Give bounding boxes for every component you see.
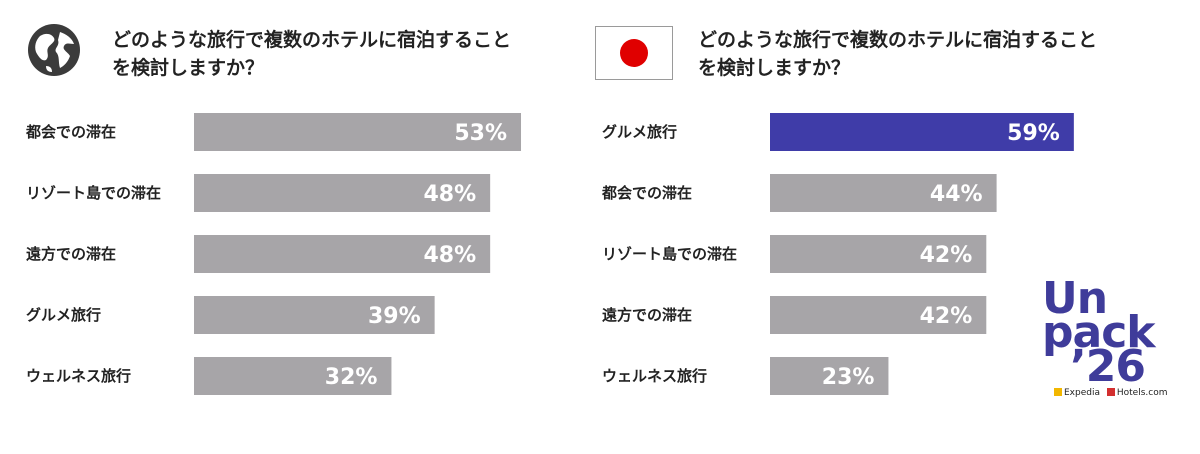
bar — [770, 113, 1074, 151]
value-label: 59% — [1007, 121, 1060, 146]
bar — [770, 235, 987, 273]
title-line-2: を検討しますか？ — [698, 57, 851, 79]
bar-row: ウェルネス旅行 32% — [26, 357, 392, 395]
title-line-1: どのような旅行で複数のホテルに宿泊すること — [112, 29, 512, 51]
value-label: 42% — [920, 243, 973, 268]
bar-row: リゾート島での滞在 48% — [26, 174, 491, 212]
bar-row: 都会での滞在 53% — [25, 113, 522, 151]
category-label: リゾート島での滞在 — [26, 184, 161, 202]
chart-panel-japan: どのような旅行で複数のホテルに宿泊すること を検討しますか？ グルメ旅行 59% 都… — [590, 0, 1200, 454]
bar — [194, 113, 522, 151]
chart-title: どのような旅行で複数のホテルに宿泊すること を検討しますか？ — [112, 26, 532, 82]
value-label: 53% — [454, 121, 507, 146]
category-label: グルメ旅行 — [26, 306, 101, 324]
bar-row: リゾート島での滞在 42% — [602, 235, 987, 273]
bar-row: グルメ旅行 39% — [26, 296, 435, 334]
bar — [194, 296, 435, 334]
value-label: 42% — [920, 304, 973, 329]
bar — [194, 235, 491, 273]
value-label: 23% — [822, 365, 875, 390]
category-label: ウェルネス旅行 — [602, 367, 707, 385]
bar-row: 都会での滞在 44% — [601, 174, 997, 212]
brand-expedia: Expedia — [1064, 388, 1100, 398]
bar-row: 遠方での滞在 42% — [602, 296, 987, 334]
bar-row: 遠方での滞在 48% — [26, 235, 491, 273]
category-label: グルメ旅行 — [602, 123, 677, 141]
logo-line-3: ’26 — [1070, 341, 1146, 392]
category-label: リゾート島での滞在 — [602, 245, 737, 263]
logo-line-1: Un — [1042, 273, 1108, 324]
title-line-2: を検討しますか？ — [112, 57, 265, 79]
bar — [194, 357, 392, 395]
bar-chart-japan: グルメ旅行 59% 都会での滞在 44% リゾート島での滞在 42% 遠方での滞在 42% ウェ… — [601, 113, 1074, 395]
category-label: ウェルネス旅行 — [26, 367, 131, 385]
value-label: 48% — [423, 182, 476, 207]
hotels-icon — [1106, 388, 1115, 396]
title-line-1: どのような旅行で複数のホテルに宿泊すること — [698, 29, 1098, 51]
value-label: 32% — [325, 365, 378, 390]
bar — [770, 357, 889, 395]
bar-row: グルメ旅行 59% — [602, 113, 1074, 151]
bar — [194, 174, 491, 212]
bar — [770, 174, 997, 212]
bar-row: ウェルネス旅行 23% — [602, 357, 889, 395]
globe-icon — [28, 24, 80, 76]
chart-title: どのような旅行で複数のホテルに宿泊すること を検討しますか？ — [698, 26, 1118, 82]
logo-line-2: pack — [1042, 307, 1156, 358]
bar — [770, 296, 987, 334]
category-label: 都会での滞在 — [601, 184, 692, 202]
category-label: 都会での滞在 — [25, 123, 116, 141]
brand-hotels: Hotels.com — [1116, 388, 1168, 398]
category-label: 遠方での滞在 — [602, 306, 692, 324]
japan-flag-icon — [595, 26, 673, 80]
unpack-26-logo: Un pack ’26 Expedia Hotels.com — [1042, 273, 1168, 400]
category-label: 遠方での滞在 — [26, 245, 116, 263]
value-label: 48% — [423, 243, 476, 268]
logo-brands: Expedia Hotels.com — [1054, 388, 1168, 398]
value-label: 39% — [368, 304, 421, 329]
bar-chart-global: 都会での滞在 53% リゾート島での滞在 48% 遠方での滞在 48% グルメ旅行 39% ウェ… — [25, 113, 522, 395]
chart-panel-global: どのような旅行で複数のホテルに宿泊すること を検討しますか？ 都会での滞在 53%… — [0, 0, 590, 454]
value-label: 44% — [930, 182, 983, 207]
expedia-icon — [1054, 388, 1062, 396]
